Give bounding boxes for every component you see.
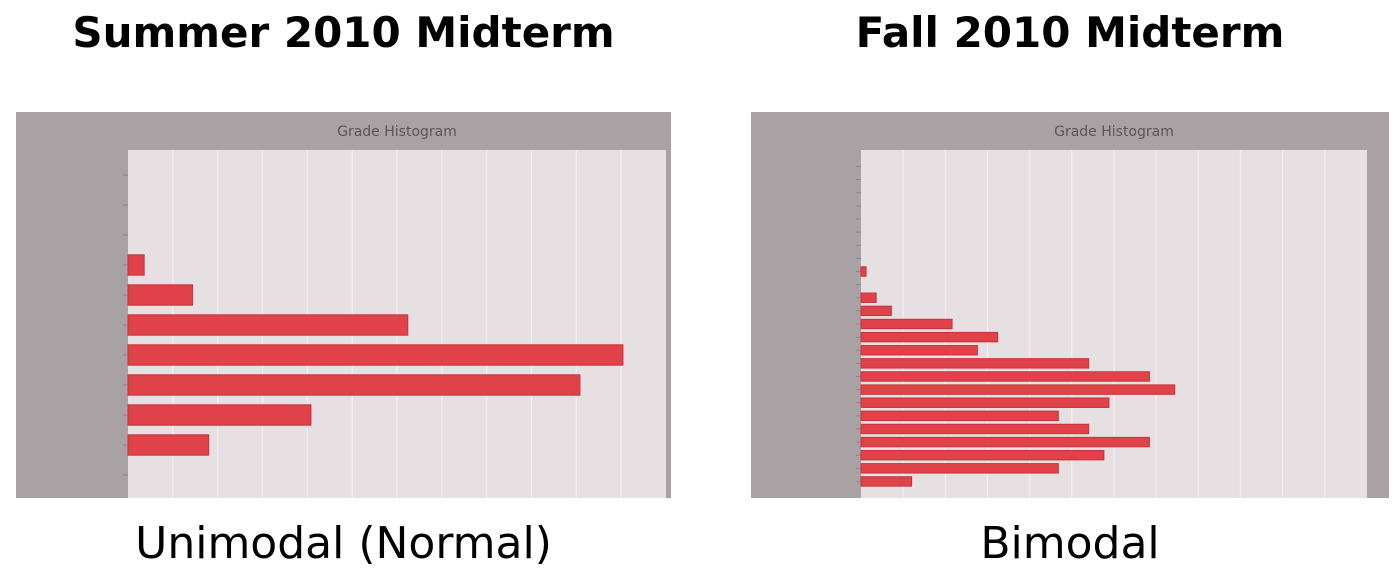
summer-2010-title: Summer 2010 Midterm — [72, 8, 615, 57]
summer-histogram-bar — [127, 314, 409, 336]
fall-histogram-bar — [860, 384, 1176, 395]
fall-histogram-bar — [860, 436, 1150, 448]
fall-histogram-bar — [860, 266, 867, 277]
summer-histogram-bar — [127, 344, 624, 366]
fall-distribution-label: Bimodal — [980, 518, 1160, 569]
summer-histogram-bar — [127, 404, 312, 426]
fall-histogram-bar — [860, 476, 913, 487]
summer-histogram-bar — [127, 254, 145, 276]
fall-histogram-svg: Grade Histogram — [751, 112, 1389, 498]
fall-histogram-bar — [860, 331, 999, 343]
summer-histogram-bar — [127, 434, 210, 456]
fall-chart-title: Grade Histogram — [1054, 124, 1174, 140]
fall-histogram-bar — [860, 463, 1059, 474]
fall-2010-title: Fall 2010 Midterm — [855, 8, 1285, 57]
fall-histogram-bar — [860, 318, 953, 330]
summer-histogram-chart: Grade Histogram — [16, 112, 671, 498]
fall-histogram-bar — [860, 397, 1110, 408]
fall-histogram-bar — [860, 358, 1090, 369]
fall-histogram-bar — [860, 449, 1105, 461]
fall-histogram-bar — [860, 345, 978, 356]
summer-histogram-bar — [127, 374, 581, 396]
fall-histogram-bar — [860, 423, 1090, 435]
fall-histogram-chart: Grade Histogram — [751, 112, 1389, 498]
summer-distribution-label: Unimodal (Normal) — [135, 518, 552, 569]
summer-chart-title: Grade Histogram — [337, 124, 457, 140]
fall-histogram-bar — [860, 305, 892, 317]
fall-histogram-bar — [860, 410, 1059, 422]
summer-histogram-bar — [127, 284, 194, 306]
fall-histogram-bar — [860, 371, 1150, 382]
summer-histogram-svg: Grade Histogram — [16, 112, 671, 498]
fall-histogram-bar — [860, 292, 877, 303]
